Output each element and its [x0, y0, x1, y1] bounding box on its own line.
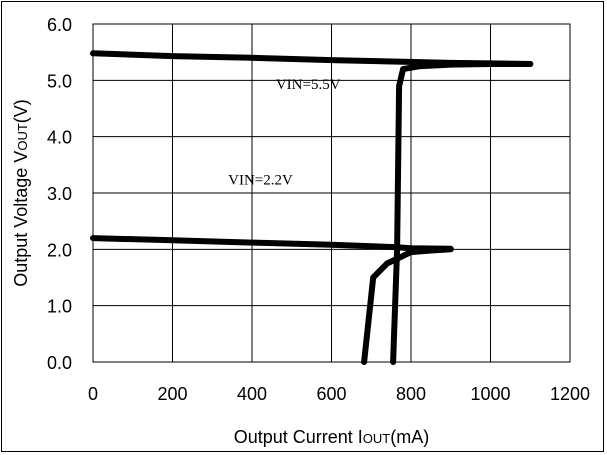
plot-area [92, 23, 571, 363]
y-axis-label-main: Output Voltage V [11, 151, 31, 287]
x-axis-label: Output Current IOUT(mA) [234, 427, 430, 447]
x-tick-label: 400 [237, 384, 267, 404]
x-axis-label-suffix: (mA) [390, 427, 429, 447]
annotation-label: VIN=2.2V [228, 173, 293, 189]
tick-labels: 0 200 400 600 800 1000 1200 0.0 1.0 2.0 3.0 4.0 5.0 6… [47, 15, 590, 404]
x-tick-label: 0 [88, 384, 98, 404]
x-tick-label: 800 [396, 384, 426, 404]
x-tick-label: 1200 [550, 384, 590, 404]
series-line-4 [361, 246, 454, 365]
y-tick-label: 3.0 [47, 184, 72, 204]
y-tick-label: 4.0 [47, 128, 72, 148]
x-axis-label-main: Output Current I [234, 427, 363, 447]
y-tick-label: 6.0 [47, 15, 72, 35]
annotations: VIN=5.5V VIN=2.2V [228, 77, 341, 189]
y-axis-label: Output Voltage VOUT(V) [11, 99, 31, 287]
y-axis-label-sub: OUT [15, 123, 30, 151]
grid [92, 23, 571, 363]
y-tick-label: 2.0 [47, 240, 72, 260]
series-lines [90, 50, 534, 365]
y-tick-label: 1.0 [47, 297, 72, 317]
x-tick-label: 600 [316, 384, 346, 404]
series-line-3 [90, 235, 454, 252]
y-tick-label: 0.0 [47, 353, 72, 373]
series-line-2 [390, 61, 534, 365]
x-tick-label: 1000 [470, 384, 510, 404]
annotation-label: VIN=5.5V [276, 77, 341, 93]
y-tick-label: 5.0 [47, 71, 72, 91]
y-axis-label-suffix: (V) [11, 99, 31, 123]
x-axis-label-sub: OUT [363, 431, 391, 446]
x-tick-label: 200 [157, 384, 187, 404]
